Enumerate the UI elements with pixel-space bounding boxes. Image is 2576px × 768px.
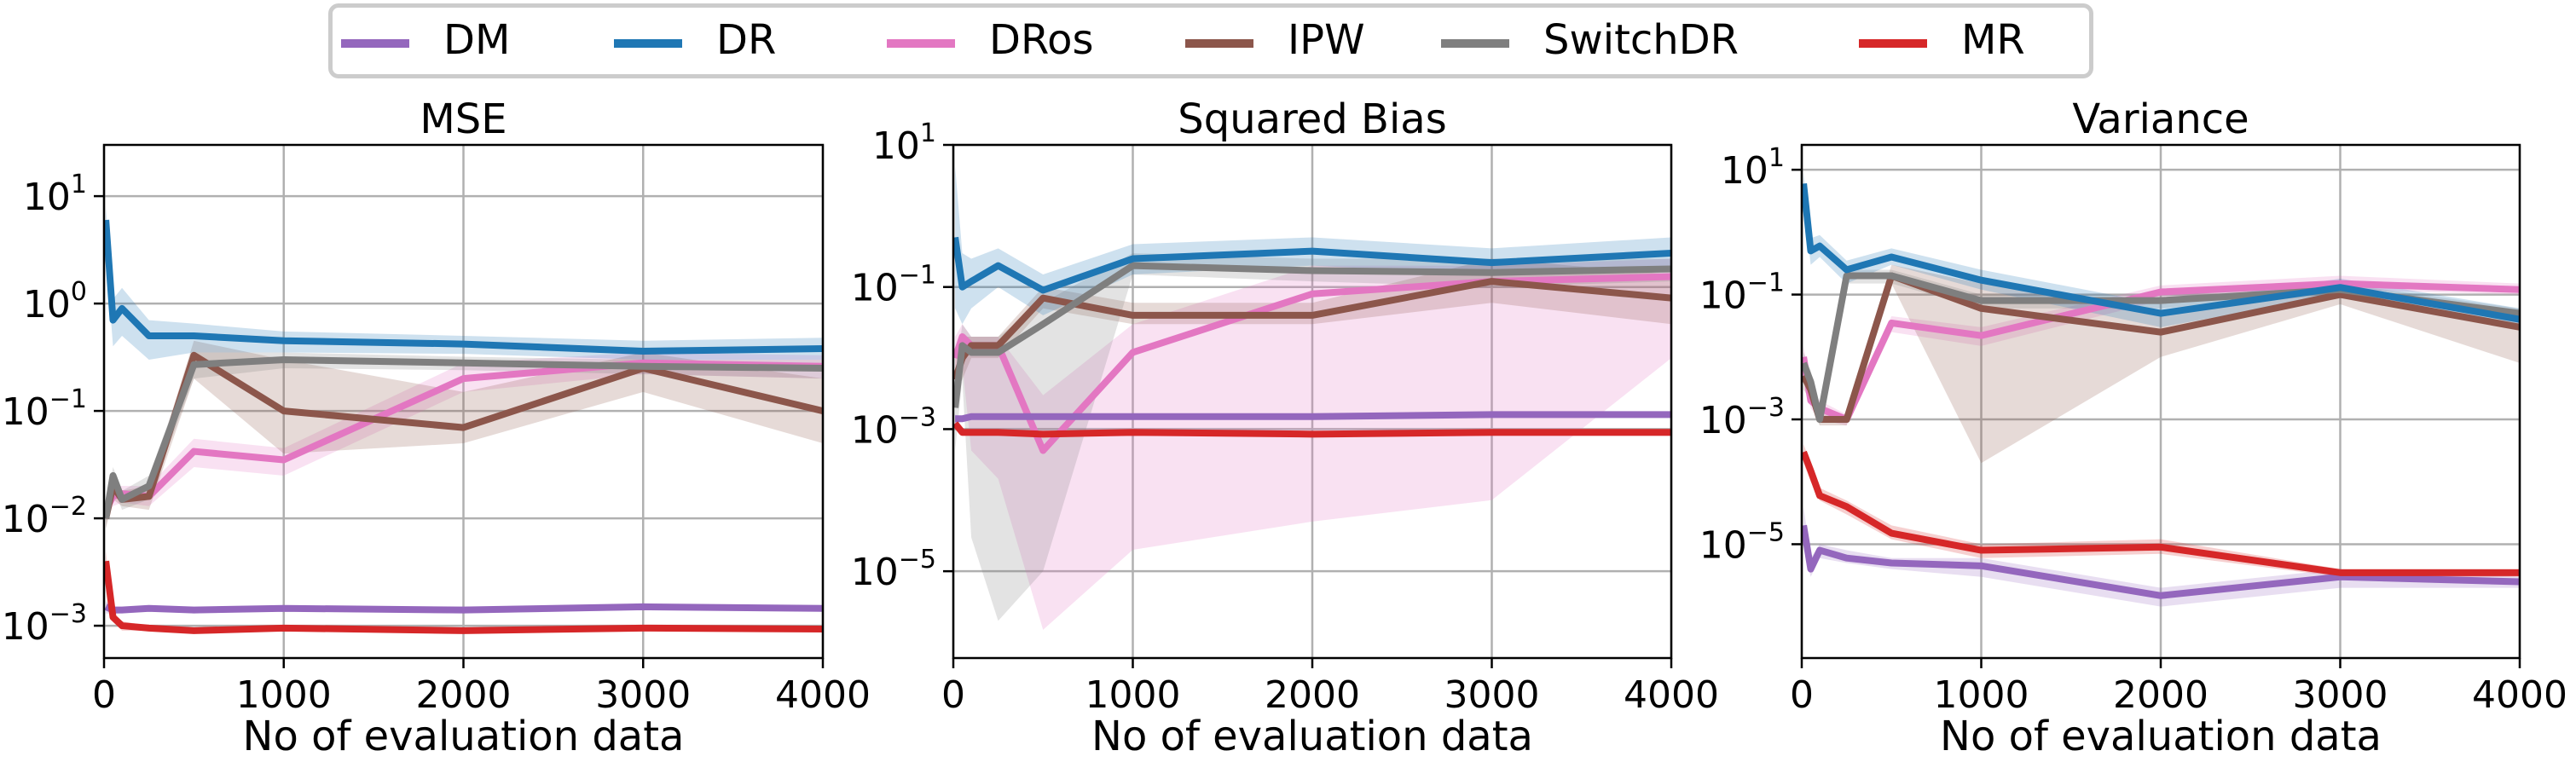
band-ipw	[1803, 264, 2520, 464]
x-tick-label: 4000	[2472, 673, 2567, 717]
x-axis-label: No of evaluation data	[243, 713, 685, 760]
x-tick-label: 2000	[416, 673, 512, 717]
panel-squared-bias: 0 1000 2000 3000 4000 101 10−1 10−3 10−5 Squared …	[851, 95, 1719, 760]
plot-area	[104, 206, 823, 634]
legend-label: DR	[716, 16, 777, 64]
y-tick-label: 101	[872, 118, 936, 168]
band-ipw	[106, 340, 823, 529]
y-tick-label: 100	[23, 277, 87, 326]
x-tick-label: 1000	[1934, 673, 2029, 717]
legend-label: SwitchDR	[1543, 16, 1740, 64]
series-line-dr	[1802, 182, 2520, 323]
x-tick-label: 0	[1790, 673, 1814, 717]
x-axis-label: No of evaluation data	[1091, 713, 1533, 760]
legend-swatch	[1441, 39, 1509, 48]
series-line-dros	[953, 273, 1671, 454]
legend-label: IPW	[1288, 16, 1365, 64]
series-line-dr	[104, 219, 823, 355]
legend-swatch	[614, 39, 682, 48]
y-tick-label: 10−2	[2, 492, 87, 541]
y-tick-label: 10−3	[851, 402, 936, 452]
x-tick-label: 4000	[775, 673, 871, 717]
legend-swatch	[887, 39, 955, 48]
panel-title: MSE	[420, 95, 507, 143]
series-line-mr	[953, 421, 1671, 438]
band-switchdr	[955, 252, 1671, 621]
legend-label: DM	[443, 16, 511, 64]
plot-area	[1802, 172, 2520, 607]
x-tick-label: 1000	[1085, 673, 1181, 717]
panel-title: Squared Bias	[1178, 95, 1446, 143]
x-tick-label: 0	[92, 673, 116, 717]
x-tick-label: 3000	[595, 673, 691, 717]
y-tick-label: 101	[1721, 143, 1785, 193]
x-tick-label: 2000	[1265, 673, 1360, 717]
band-dros	[1803, 275, 2520, 426]
plot-area	[953, 166, 1671, 630]
y-tick-label: 10−3	[2, 599, 87, 649]
x-tick-label: 0	[941, 673, 965, 717]
legend-swatch	[1859, 39, 1927, 48]
series-line-dr	[953, 236, 1671, 294]
panel-variance: 0 1000 2000 3000 4000 101 10−1 10−3 10−5 Variance…	[1699, 95, 2567, 760]
y-tick-label: 10−1	[851, 261, 936, 310]
y-tick-label: 10−1	[2, 384, 87, 434]
y-tick-label: 10−1	[1699, 269, 1785, 318]
x-tick-label: 4000	[1624, 673, 1719, 717]
y-tick-label: 10−5	[851, 545, 936, 594]
x-tick-label: 3000	[2293, 673, 2388, 717]
series-line-mr	[1802, 450, 2520, 576]
x-tick-label: 3000	[1444, 673, 1540, 717]
panel-title: Variance	[2072, 95, 2249, 143]
x-tick-label: 1000	[236, 673, 332, 717]
series-line-dm	[1802, 524, 2520, 599]
legend-swatch	[341, 39, 409, 48]
y-tick-label: 101	[23, 170, 87, 219]
legend: DM DR DRos IPW SwitchDR MR	[328, 3, 2093, 78]
band-ipw	[955, 258, 1671, 396]
legend-label: DRos	[989, 16, 1094, 64]
panel-mse: 0 1000 2000 3000 4000 101 100 10−1 10−2 10−3 MSE No…	[2, 95, 871, 760]
band-dr	[955, 166, 1671, 325]
x-tick-label: 2000	[2113, 673, 2208, 717]
x-axis-label: No of evaluation data	[1940, 713, 2382, 760]
band-dm	[1803, 506, 2520, 607]
series-line-switchdr	[953, 262, 1671, 408]
legend-label: MR	[1961, 16, 2025, 64]
series-line-dm	[104, 603, 823, 614]
series-line-ipw	[953, 278, 1671, 381]
y-tick-label: 10−3	[1699, 393, 1785, 442]
series-line-switchdr	[104, 355, 823, 519]
series-line-dm	[955, 411, 1671, 423]
series-line-mr	[104, 560, 823, 634]
legend-swatch	[1185, 39, 1253, 48]
y-tick-label: 10−5	[1699, 517, 1785, 567]
band-dr	[106, 206, 823, 360]
